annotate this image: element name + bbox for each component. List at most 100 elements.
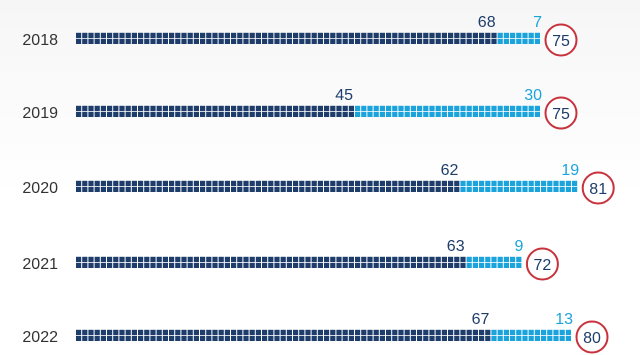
dark-square: [268, 180, 274, 186]
dark-square: [119, 329, 125, 335]
dark-square: [218, 335, 224, 341]
dark-square: [262, 38, 268, 44]
dark-square: [82, 38, 88, 44]
dark-square: [398, 38, 404, 44]
dark-square: [187, 256, 193, 262]
dark-square: [156, 111, 162, 117]
dark-square: [138, 180, 144, 186]
dark-square: [441, 38, 447, 44]
light-square: [460, 105, 466, 111]
dark-square: [119, 38, 125, 44]
dark-square: [224, 38, 230, 44]
dark-square: [169, 38, 175, 44]
light-square: [534, 335, 540, 341]
year-label: 2020: [22, 180, 58, 197]
dark-square: [193, 262, 199, 268]
dark-square: [330, 335, 336, 341]
dark-square: [249, 38, 255, 44]
dark-square: [299, 186, 305, 192]
dark-square: [392, 32, 398, 38]
dark-square: [237, 186, 243, 192]
dark-square: [262, 329, 268, 335]
dark-square: [138, 262, 144, 268]
dark-square: [305, 256, 311, 262]
dark-square: [330, 262, 336, 268]
year-row-2022: 2022 67 13 80: [22, 311, 609, 354]
light-square: [503, 262, 509, 268]
dark-square: [330, 186, 336, 192]
dark-square: [435, 329, 441, 335]
dark-square: [348, 38, 354, 44]
dark-square: [361, 186, 367, 192]
dark-square: [317, 105, 323, 111]
dark-square: [299, 335, 305, 341]
dark-square: [410, 186, 416, 192]
light-square: [565, 329, 571, 335]
dark-square: [237, 256, 243, 262]
dark-square: [94, 329, 100, 335]
dark-square: [299, 105, 305, 111]
light-square: [404, 111, 410, 117]
dark-square: [268, 32, 274, 38]
dark-square: [479, 38, 485, 44]
light-square: [528, 105, 534, 111]
dark-square: [367, 262, 373, 268]
dark-square: [348, 262, 354, 268]
dark-square: [305, 105, 311, 111]
light-square: [429, 105, 435, 111]
dark-square: [311, 335, 317, 341]
dark-square: [88, 335, 94, 341]
dark-square: [348, 180, 354, 186]
dark-square: [460, 329, 466, 335]
dark-square: [181, 38, 187, 44]
light-square: [534, 186, 540, 192]
light-square: [491, 105, 497, 111]
dark-square: [330, 256, 336, 262]
dark-square: [125, 38, 131, 44]
dark-square: [237, 262, 243, 268]
dark-square: [404, 335, 410, 341]
dark-square: [324, 105, 330, 111]
dark-square: [212, 256, 218, 262]
dark-square: [429, 186, 435, 192]
dark-square: [107, 105, 113, 111]
light-square: [510, 32, 516, 38]
dark-square: [404, 256, 410, 262]
dark-square: [175, 335, 181, 341]
year-row-2021: 2021 63 9 72: [22, 238, 559, 281]
light-square: [516, 105, 522, 111]
dark-square: [280, 111, 286, 117]
light-square: [417, 111, 423, 117]
dark-square: [348, 111, 354, 117]
light-square: [435, 105, 441, 111]
light-square: [367, 111, 373, 117]
dark-square: [317, 329, 323, 335]
dark-square: [293, 111, 299, 117]
dark-square: [107, 111, 113, 117]
dark-square: [119, 32, 125, 38]
dark-square: [435, 256, 441, 262]
dark-square: [398, 256, 404, 262]
year-label: 2019: [22, 105, 58, 122]
dark-square: [417, 186, 423, 192]
light-square: [497, 256, 503, 262]
dark-square: [305, 186, 311, 192]
dark-square: [305, 329, 311, 335]
dark-square: [435, 32, 441, 38]
dark-square: [268, 329, 274, 335]
dark-square: [286, 186, 292, 192]
dark-square: [169, 329, 175, 335]
dark-square: [119, 256, 125, 262]
dark-square: [231, 111, 237, 117]
light-square: [460, 186, 466, 192]
dark-square: [342, 180, 348, 186]
dark-square: [162, 335, 168, 341]
dark-square: [274, 111, 280, 117]
dark-square: [181, 262, 187, 268]
dark-square: [392, 38, 398, 44]
dark-square: [175, 111, 181, 117]
dark-square: [193, 329, 199, 335]
light-value-label: 13: [555, 311, 573, 328]
dark-square: [125, 335, 131, 341]
light-square: [510, 262, 516, 268]
